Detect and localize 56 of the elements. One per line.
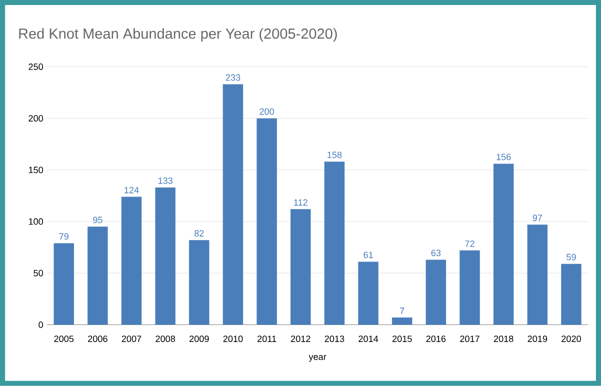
bar <box>256 118 277 325</box>
data-label: 97 <box>532 214 542 222</box>
data-label: 200 <box>260 108 274 115</box>
data-label: 82 <box>194 230 204 237</box>
data-label: 124 <box>124 186 139 194</box>
data-label: 95 <box>93 216 102 224</box>
x-tick-label: 2014 <box>358 336 378 342</box>
bar <box>155 188 176 325</box>
x-tick-label: 2018 <box>494 336 514 342</box>
x-tick-label: 2011 <box>258 336 276 342</box>
y-tick-label: 100 <box>28 218 44 225</box>
y-tick-label: 0 <box>38 322 44 328</box>
x-tick-label: 2007 <box>122 336 142 342</box>
y-tick-label: 200 <box>28 115 44 122</box>
bar <box>426 260 446 325</box>
data-label: 133 <box>158 178 172 184</box>
bar <box>493 164 514 325</box>
bar <box>460 250 480 325</box>
x-tick-label: 2015 <box>392 336 412 342</box>
x-tick-label: 2012 <box>291 336 310 342</box>
x-tick-label: 2013 <box>324 336 344 342</box>
y-tick-label: 50 <box>34 270 44 276</box>
bar <box>88 226 108 325</box>
data-label: 158 <box>328 152 342 158</box>
y-tick-label: 150 <box>28 166 44 174</box>
data-label: 63 <box>431 250 441 256</box>
data-label: 72 <box>465 240 474 247</box>
bar <box>392 318 412 325</box>
x-tick-label: 2020 <box>562 336 581 342</box>
x-tick-label: 2009 <box>190 336 209 342</box>
bar <box>561 264 582 325</box>
x-tick-label: 2005 <box>54 336 74 342</box>
bar <box>121 196 142 325</box>
y-tick-label: 250 <box>28 64 44 70</box>
data-label: 112 <box>294 199 308 206</box>
bar <box>358 262 378 325</box>
chart-title: Red Knot Mean Abundance per Year (2005-2020) <box>19 28 337 42</box>
x-tick-label: 2008 <box>156 336 176 342</box>
x-tick-label: 2017 <box>460 336 480 342</box>
data-label: 156 <box>496 154 511 160</box>
x-tick-label: 2010 <box>223 336 243 342</box>
x-tick-label: 2016 <box>426 336 446 342</box>
bar <box>189 240 210 325</box>
data-label: 59 <box>566 254 576 260</box>
data-label: 61 <box>364 252 373 258</box>
bar <box>324 162 345 325</box>
data-label: 233 <box>226 74 240 81</box>
x-axis-title: year <box>308 355 326 362</box>
bar <box>54 243 74 325</box>
bar <box>527 224 548 325</box>
bar <box>290 209 311 325</box>
x-tick-label: 2006 <box>88 336 108 342</box>
data-label: 79 <box>59 233 68 240</box>
data-label: 7 <box>400 308 404 314</box>
x-tick-label: 2019 <box>528 336 548 342</box>
bar <box>222 84 244 325</box>
